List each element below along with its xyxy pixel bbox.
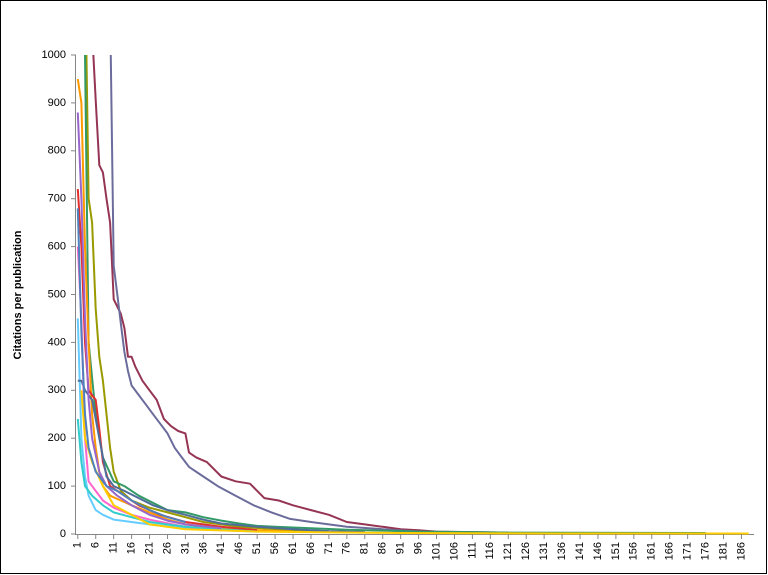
x-tick-label: 76 [341, 542, 353, 554]
x-tick-label: 176 [699, 542, 711, 560]
x-tick-label: 1 [72, 542, 84, 548]
y-tick-label: 600 [48, 241, 66, 253]
x-tick-label: 186 [735, 542, 747, 560]
x-tick-label: 171 [682, 542, 694, 560]
x-tick-label: 131 [538, 542, 550, 560]
x-tick-label: 116 [484, 542, 496, 560]
x-tick-label: 111 [466, 542, 478, 559]
x-tick-label: 156 [628, 542, 640, 560]
x-tick-label: 26 [161, 542, 173, 554]
x-tick-label: 61 [287, 542, 299, 554]
y-axis-label: Citations per publication [12, 230, 24, 359]
x-tick-label: 46 [233, 542, 245, 554]
x-tick-label: 6 [90, 542, 102, 548]
plot-lines [76, 55, 749, 535]
x-tick-label: 91 [395, 542, 407, 554]
x-tick-label: 96 [412, 542, 424, 554]
x-tick-label: 51 [251, 542, 263, 554]
y-tick-label: 200 [48, 432, 66, 444]
x-tick-label: 36 [197, 542, 209, 554]
y-tick-label: 500 [48, 288, 66, 300]
x-tick-label: 151 [610, 542, 622, 560]
x-tick-label: 16 [126, 542, 138, 554]
series-line [92, 55, 509, 534]
x-tick-label: 166 [664, 542, 676, 560]
y-tick-label: 700 [48, 193, 66, 205]
x-tick-label: 141 [574, 542, 586, 560]
x-tick-label: 161 [646, 542, 658, 560]
x-tick-label: 31 [179, 542, 191, 554]
x-tick-label: 121 [502, 542, 514, 560]
x-tick-label: 11 [108, 542, 120, 553]
x-tick-label: 101 [430, 542, 442, 560]
x-tick-label: 21 [143, 542, 155, 554]
series-line [76, 208, 186, 523]
series-line [85, 55, 329, 533]
x-tick-label: 56 [269, 542, 281, 554]
y-tick-label: 800 [48, 145, 66, 157]
series-line [77, 379, 365, 534]
x-tick-label: 181 [717, 542, 729, 560]
x-tick-label: 81 [359, 542, 371, 554]
x-tick-label: 66 [305, 542, 317, 554]
y-tick-label: 900 [48, 97, 66, 109]
x-tick-label: 146 [592, 542, 604, 560]
y-tick-label: 100 [48, 480, 66, 492]
y-tick-label: 400 [48, 336, 66, 348]
x-tick-label: 106 [448, 542, 460, 560]
series-line [76, 418, 258, 533]
y-tick-label: 0 [60, 528, 66, 540]
x-tick-label: 71 [323, 542, 335, 554]
series-line [109, 55, 455, 534]
y-tick-label: 300 [48, 384, 66, 396]
y-tick-label: 1000 [42, 49, 66, 61]
x-tick-label: 41 [215, 542, 227, 554]
x-tick-label: 126 [520, 542, 532, 560]
x-tick-label: 136 [556, 542, 568, 560]
x-tick-label: 86 [377, 542, 389, 554]
